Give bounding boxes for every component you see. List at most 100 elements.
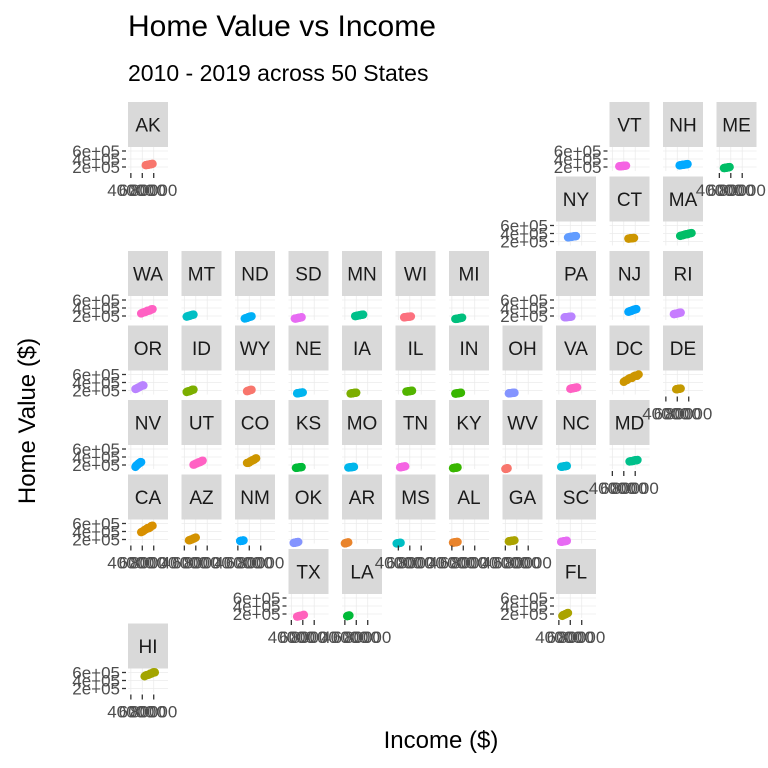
facet-panel-ne: NE (288, 325, 329, 398)
facet-strip-ma (663, 176, 703, 222)
x-tick-label: 60000 (226, 554, 273, 573)
points-ks (291, 462, 306, 473)
data-point (139, 381, 148, 390)
data-point (148, 159, 157, 169)
facet-panel-wv: WV (501, 400, 543, 474)
x-tick-label: 80000 (558, 628, 605, 647)
x-tick-label: 40000 (321, 628, 368, 647)
facet-panel-nj: NJ (609, 251, 650, 320)
data-point (198, 456, 207, 465)
facet-strip-ar (342, 474, 382, 520)
facet-panel-ca: CA (128, 474, 168, 544)
facet-panel-me: ME (716, 102, 757, 173)
points-mt (182, 310, 198, 321)
facet-label-ny: NY (563, 190, 590, 211)
facet-panel-mi: MI (449, 251, 489, 324)
facet-label-co: CO (241, 414, 270, 435)
panel-grid-nd (235, 296, 275, 320)
facet-label-nj: NJ (618, 265, 641, 286)
points-wv (501, 464, 512, 474)
facet-panel-id: ID (181, 325, 222, 397)
facet-panel-ok: OK (288, 474, 329, 548)
facet-label-hi: HI (139, 637, 158, 658)
facet-strip-ms (395, 474, 436, 520)
x-tick-label: 60000 (600, 479, 647, 498)
facet-label-wy: WY (240, 339, 271, 360)
x-tick-label: 60000 (119, 554, 166, 573)
y-axis-title: Home Value ($) (14, 338, 41, 504)
x-tick-label: 80000 (665, 405, 712, 424)
y-tick-label: 2e+05 (72, 158, 120, 177)
y-tick-label: 6e+05 (72, 366, 120, 385)
facet-label-sd: SD (295, 265, 321, 286)
facet-strip-or (128, 325, 168, 371)
points-mo (344, 462, 359, 472)
facet-label-mi: MI (458, 265, 479, 286)
facet-strip-mn (342, 251, 382, 296)
points-ct (624, 233, 639, 243)
points-nv (131, 457, 146, 472)
y-tick-label: 6e+05 (72, 664, 120, 683)
facet-panel-nv: NV (128, 400, 168, 472)
x-tick-label: 60000 (707, 181, 754, 200)
x-tick-label: 40000 (428, 554, 475, 573)
facet-strip-ky (449, 400, 489, 445)
x-tick-label: 80000 (130, 554, 177, 573)
data-point (562, 461, 572, 471)
x-tick-label: 40000 (589, 479, 636, 498)
facet-panel-ri: RI (663, 251, 703, 320)
facet-label-vt: VT (617, 116, 642, 137)
points-in (451, 388, 466, 398)
facet-label-or: OR (134, 339, 163, 360)
points-mn (350, 310, 368, 321)
facet-label-ak: AK (135, 116, 161, 137)
points-co (242, 454, 261, 468)
y-tick-label: 6e+05 (72, 440, 120, 459)
facet-panel-ga: GA (502, 474, 543, 546)
facet-label-md: MD (615, 414, 645, 435)
data-point (406, 312, 416, 321)
data-point (239, 536, 248, 545)
y-tick-label: 6e+05 (72, 142, 120, 161)
points-tn (395, 462, 410, 472)
x-tick-label: 40000 (107, 554, 154, 573)
facet-strip-sd (288, 251, 329, 296)
y-tick-label: 2e+05 (554, 158, 602, 177)
facet-strip-wy (235, 325, 275, 371)
x-tick-label: 60000 (654, 405, 701, 424)
panel-grid-nj (609, 296, 650, 320)
facet-panel-la: LA (342, 549, 382, 621)
y-tick-label: 4e+05 (72, 374, 120, 393)
facet-label-ok: OK (295, 488, 323, 509)
points-sd (290, 313, 306, 323)
y-tick-label: 6e+05 (554, 142, 602, 161)
data-point (136, 457, 146, 467)
facet-strip-wa (128, 251, 168, 296)
facet-label-tn: TN (403, 414, 428, 435)
points-ut (189, 456, 207, 469)
points-nj (624, 304, 641, 316)
facet-strip-co (235, 400, 275, 445)
data-point (683, 159, 692, 169)
facet-strip-in (449, 325, 489, 371)
points-ar (340, 538, 353, 548)
x-tick-label: 80000 (398, 554, 445, 573)
data-point (297, 313, 306, 322)
facet-panel-md: MD (609, 400, 650, 469)
facet-panel-ia: IA (342, 325, 382, 398)
x-tick-label: 80000 (130, 703, 177, 722)
data-point (563, 608, 573, 618)
facet-panel-ak: AK (128, 102, 168, 171)
data-point (676, 384, 685, 393)
facet-panel-wa: WA (128, 251, 168, 320)
panel-grid-ar (342, 519, 382, 544)
facet-strip-az (181, 474, 222, 520)
y-tick-label: 4e+05 (72, 672, 120, 691)
facet-strip-la (342, 549, 382, 594)
